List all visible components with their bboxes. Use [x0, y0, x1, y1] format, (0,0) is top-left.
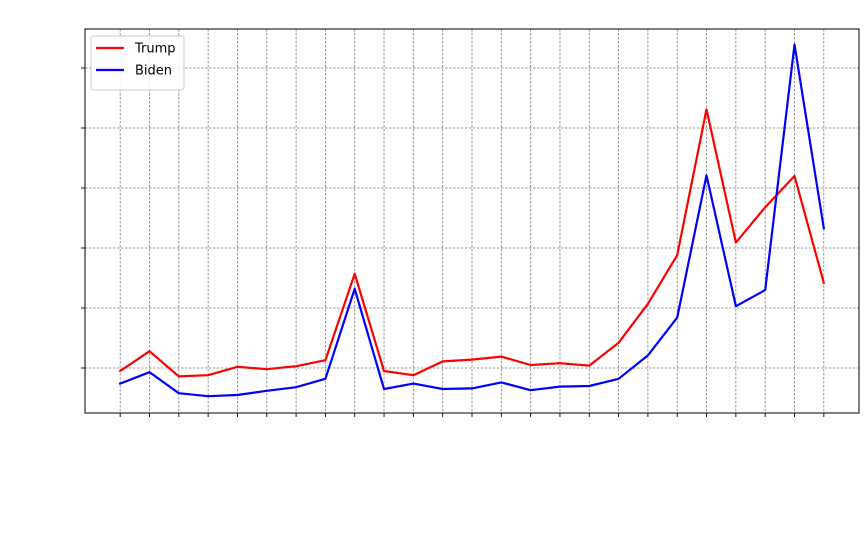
legend: Trump Biden — [90, 35, 185, 91]
series-line-trump — [118, 108, 826, 378]
grid — [85, 29, 859, 413]
series-lines — [118, 43, 826, 398]
ticks — [81, 67, 825, 417]
series-line-biden — [118, 43, 826, 398]
legend-label-biden: Biden — [135, 64, 172, 79]
legend-label-trump: Trump — [134, 42, 176, 57]
legend-box — [90, 35, 185, 91]
plot-frame — [84, 28, 860, 414]
